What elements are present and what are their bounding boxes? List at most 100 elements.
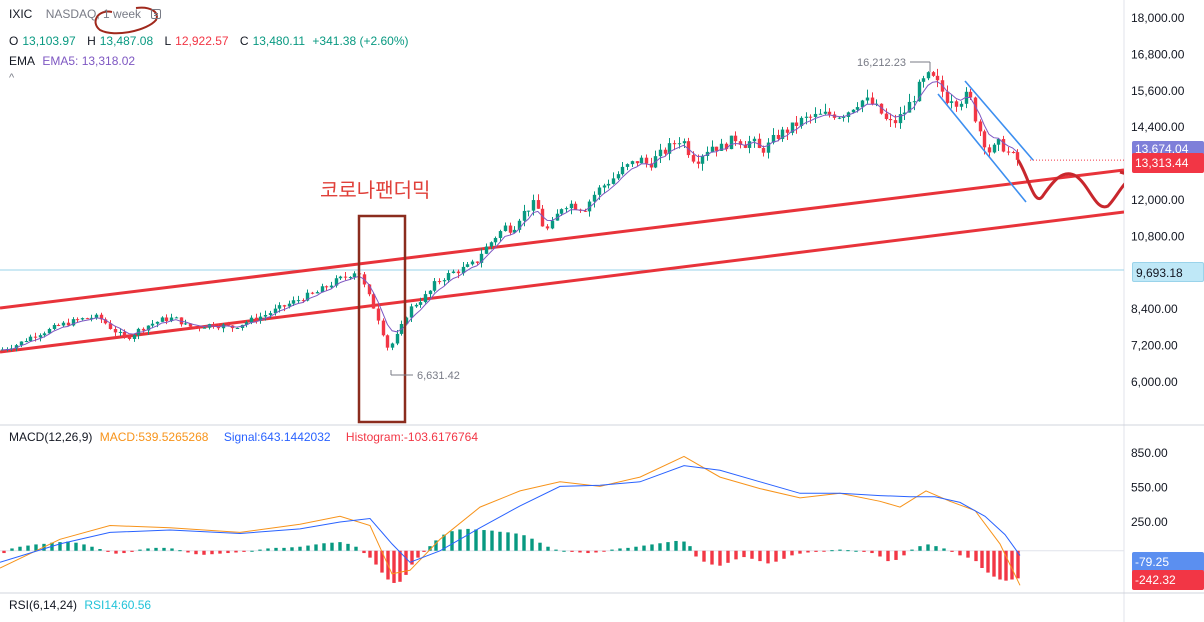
histogram-bar [374,550,378,565]
candle-body [1006,151,1011,153]
price-tick-label: 12,000.00 [1131,193,1185,207]
price-axis[interactable]: 18,000.00 16,800.00 15,600.00 14,400.00 12,0… [1131,11,1185,389]
histogram-bar [594,550,598,553]
histogram-bar [362,550,366,554]
candle-body [663,149,668,154]
exchange-interval[interactable]: NASDAQ, 1 week [45,7,142,21]
covid-highlight-box[interactable] [357,214,407,424]
macd-legend[interactable]: MACD(12,26,9) MACD:539.5265268 Signal:64… [9,430,482,444]
candle-body [602,185,607,188]
histogram-bar [130,550,134,552]
channel-lower-line[interactable] [0,210,1124,354]
candle-body [14,345,19,349]
change-value: +341.38 (+2.60%) [312,34,409,48]
candle-body [470,261,475,265]
candle-body [912,101,917,103]
candle-body [503,225,508,232]
open-value: 13,103.97 [22,34,76,48]
candle-body [719,143,724,151]
channel-upper-line[interactable] [0,168,1124,310]
macd-histogram [2,528,1020,583]
candle-body [508,225,513,233]
histogram-bar [862,550,866,552]
symbol-legend[interactable]: IXIC NASDAQ, 1 week [9,7,165,21]
legend-collapse-icon[interactable]: ^ [9,72,15,84]
candle-body [164,317,169,322]
low-label: L [164,34,172,48]
histogram-bar [178,550,182,552]
candle-body [52,324,57,329]
histogram-bar [82,544,86,551]
symbol-name[interactable]: IXIC [9,7,33,21]
histogram-bar [950,550,954,552]
candle-body [776,134,781,139]
histogram-bar [694,550,698,557]
covid-annotation-text[interactable]: 코로나팬더믹 [320,178,430,202]
candle-body [428,290,433,295]
ema-label[interactable]: EMA [9,54,36,68]
candle-body [898,114,903,124]
candle-body [959,103,964,107]
candle-body [461,266,466,274]
ohlc-legend: O 13,103.97 H 13,487.08 L 12,922.57 C 13,480… [9,34,413,48]
candle-body [982,131,987,148]
candle-body [635,161,640,164]
candle-body [696,161,701,164]
candle-body [33,336,38,338]
macd-axis[interactable]: 850.00 550.00 250.00 [1131,446,1168,529]
forecast-path[interactable] [1016,159,1133,209]
candle-body [616,174,621,179]
candle-body [747,141,752,148]
histogram-bar [34,544,38,551]
histogram-bar [322,543,326,551]
histogram-bar [522,535,526,551]
candle-body [738,141,743,145]
histogram-bar [434,540,438,551]
price-tick-label: 14,400.00 [1131,120,1185,134]
histogram-bar [682,541,686,551]
candle-body [729,135,734,150]
candle-body [282,305,287,307]
histogram-bar [902,550,906,556]
histogram-bar [782,550,786,559]
candle-body [385,335,390,348]
histogram-bar [202,550,206,555]
candle-body [404,317,409,324]
candle-body [89,317,94,319]
candle-body [277,305,282,309]
wedge-lower-line[interactable] [937,93,1027,203]
histogram-bar [966,550,970,558]
histogram-bar [346,543,350,551]
histogram-bar [1016,550,1020,579]
data-window-icon[interactable] [151,9,162,19]
candle-body [865,97,870,101]
histogram-bar [154,547,158,551]
candle-body [150,323,155,326]
histogram-bar [186,550,190,553]
candle-body [19,341,24,346]
candle-body [827,111,832,115]
rsi-legend[interactable]: RSI(6,14,24) RSI14:60.56 [9,598,155,612]
price-tick-label: 18,000.00 [1131,11,1185,25]
signal-line [0,465,1021,563]
candle-body [244,322,249,325]
histogram-bar [870,550,874,554]
candle-body [691,155,696,162]
candle-body [103,319,108,324]
interval-circle-drawing[interactable] [94,6,158,35]
rsi-label[interactable]: RSI(6,14,24) [9,598,78,612]
candle-body [757,138,762,149]
close-label: C [239,34,249,48]
candle-body [808,116,813,118]
macd-label[interactable]: MACD(12,26,9) [9,430,93,444]
ema-legend[interactable]: EMA EMA5: 13,318.02 [9,54,139,68]
candle-body [512,229,517,233]
candle-body [66,322,71,326]
candle-body [338,276,343,279]
candle-body [197,327,202,329]
price-tick-label: 8,400.00 [1131,302,1178,316]
wedge-upper-line[interactable] [964,80,1034,161]
histogram-bar [10,548,14,551]
histogram-bar [282,547,286,551]
